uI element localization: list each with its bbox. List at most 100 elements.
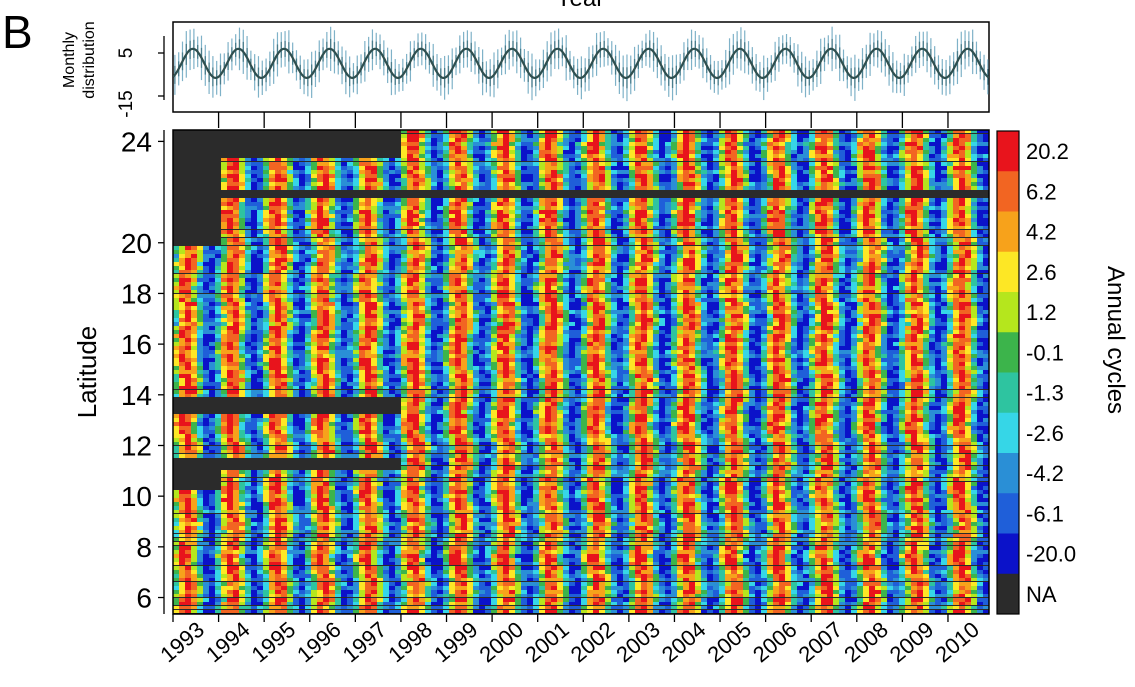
heatmap-cell	[797, 190, 804, 195]
heatmap-cell	[413, 222, 420, 227]
heatmap-cell	[701, 234, 708, 239]
heatmap-cell	[323, 130, 330, 135]
heatmap-cell	[563, 238, 570, 243]
heatmap-cell	[275, 186, 282, 191]
heatmap-cell	[545, 186, 552, 191]
heatmap-cell	[473, 178, 480, 183]
heatmap-cell	[437, 134, 444, 139]
heatmap-cell	[401, 182, 408, 187]
heatmap-cell	[335, 254, 342, 259]
heatmap-cell	[977, 130, 984, 135]
heatmap-cell	[281, 214, 288, 219]
heatmap-cell	[917, 202, 924, 207]
heatmap-cell	[503, 258, 510, 263]
heatmap-cell	[455, 250, 462, 255]
heatmap-cell	[833, 218, 840, 223]
heatmap-cell	[653, 134, 660, 139]
heatmap-cell	[185, 222, 192, 227]
heatmap-cell	[491, 214, 498, 219]
heatmap-cell	[731, 202, 738, 207]
heatmap-cell	[179, 230, 186, 235]
heatmap-cell	[533, 214, 540, 219]
heatmap-cell	[413, 166, 420, 171]
heatmap-cell	[311, 218, 318, 223]
heatmap-cell	[455, 158, 462, 163]
heatmap-cell	[611, 134, 618, 139]
heatmap-cell	[677, 174, 684, 179]
heatmap-cell	[611, 218, 618, 223]
heatmap-cell	[803, 242, 810, 247]
heatmap-cell	[893, 150, 900, 155]
heatmap-cell	[365, 170, 372, 175]
heatmap-cell	[803, 206, 810, 211]
heatmap-cell	[227, 142, 234, 147]
heatmap-cell	[791, 170, 798, 175]
heatmap-cell	[239, 186, 246, 191]
heatmap-cell	[779, 194, 786, 199]
heatmap-cell	[419, 226, 426, 231]
heatmap-cell	[791, 194, 798, 199]
heatmap-cell	[353, 226, 360, 231]
heatmap-cell	[587, 202, 594, 207]
heatmap-cell	[569, 134, 576, 139]
heatmap-cell	[929, 226, 936, 231]
heatmap-cell	[551, 138, 558, 143]
heatmap-cell	[887, 214, 894, 219]
heatmap-cell	[875, 178, 882, 183]
heatmap-cell	[635, 238, 642, 243]
heatmap-cell	[803, 234, 810, 239]
heatmap-cell	[695, 130, 702, 135]
heatmap-cell	[497, 162, 504, 167]
heatmap-cell	[581, 206, 588, 211]
heatmap-cell	[575, 254, 582, 259]
heatmap-cell	[983, 214, 989, 219]
heatmap-cell	[899, 218, 906, 223]
heatmap-cell	[689, 134, 696, 139]
heatmap-cell	[665, 154, 672, 159]
heatmap-cell	[299, 154, 306, 159]
heatmap-cell	[575, 218, 582, 223]
heatmap-cell	[173, 190, 180, 195]
heatmap-cell	[785, 150, 792, 155]
heatmap-cell	[533, 178, 540, 183]
heatmap-cell	[461, 258, 468, 263]
heatmap-cell	[833, 166, 840, 171]
heatmap-cell	[425, 174, 432, 179]
heatmap-cell	[479, 138, 486, 143]
heatmap-cell	[731, 254, 738, 259]
heatmap-cell	[293, 142, 300, 147]
heatmap-cell	[689, 226, 696, 231]
heatmap-cell	[545, 202, 552, 207]
heatmap-cell	[587, 254, 594, 259]
heatmap-cell	[539, 238, 546, 243]
heatmap-cell	[983, 254, 989, 259]
heatmap-cell	[431, 254, 438, 259]
heatmap-cell	[323, 226, 330, 231]
heatmap-cell	[785, 186, 792, 191]
heatmap-cell	[773, 202, 780, 207]
heatmap-cell	[215, 166, 222, 171]
heatmap-cell	[347, 262, 354, 267]
heatmap-cell	[653, 142, 660, 147]
heatmap-cell	[299, 182, 306, 187]
heatmap-cell	[575, 230, 582, 235]
heatmap-cell	[815, 186, 822, 191]
heatmap-cell	[383, 206, 390, 211]
heatmap-cell	[707, 142, 714, 147]
heatmap-cell	[323, 198, 330, 203]
heatmap-cell	[227, 198, 234, 203]
heatmap-cell	[839, 166, 846, 171]
heatmap-cell	[671, 162, 678, 167]
heatmap-cell	[659, 214, 666, 219]
heatmap-cell	[245, 198, 252, 203]
heatmap-cell	[335, 150, 342, 155]
heatmap-cell	[569, 230, 576, 235]
heatmap-cell	[323, 142, 330, 147]
heatmap-cell	[797, 202, 804, 207]
heatmap-cell	[665, 234, 672, 239]
heatmap-cell	[731, 186, 738, 191]
heatmap-cell	[383, 134, 390, 139]
heatmap-cell	[443, 138, 450, 143]
heatmap-cell	[287, 222, 294, 227]
heatmap-cell	[731, 238, 738, 243]
